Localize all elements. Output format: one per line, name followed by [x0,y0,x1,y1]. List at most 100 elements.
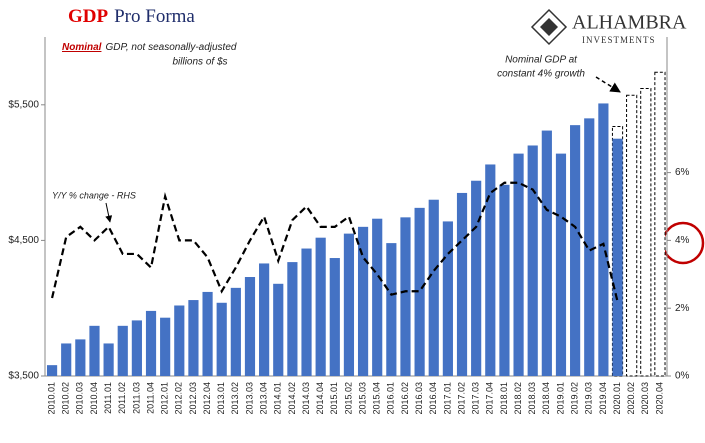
title-rest: Pro Forma [114,6,195,27]
bar [230,287,241,376]
x-tick-label: 2015.04 [372,382,382,415]
x-tick-label: 2016.02 [400,382,410,415]
bar [301,248,312,376]
bar [400,217,411,376]
bar [555,153,567,376]
logo: ALHAMBRA INVESTMENTS [530,8,687,45]
subtitle-units: billions of $s [172,57,227,68]
bar [442,221,453,376]
bar [244,277,256,376]
bar [386,243,397,376]
bar [570,125,581,376]
x-tick-label: 2013.03 [244,382,254,415]
title-highlight: GDP [68,6,109,27]
x-tick-label: 2012.01 [160,382,170,415]
annotation: Y/Y % change - RHS [52,190,136,200]
bar [584,118,595,377]
x-tick-label: 2018.02 [513,382,523,415]
x-tick-label: 2020.04 [654,382,664,415]
yoy-line [50,181,619,302]
x-tick-label: 2015.03 [357,382,367,415]
bar [499,184,510,376]
x-tick-label: 2016.01 [386,382,396,415]
x-tick-label: 2016.03 [414,382,424,415]
bar [216,302,227,376]
annotation-arrow [595,76,621,93]
annotation-arrow [105,202,113,223]
subtitle: Nominal GDP, not seasonally-adjusted [62,42,237,53]
x-tick-label: 2012.02 [174,382,184,415]
x-tick-label: 2011.03 [131,382,141,414]
bar [287,262,298,376]
x-tick-label: 2020.03 [640,382,650,415]
x-tick-label: 2017.04 [485,382,495,415]
x-tick-label: 2014.04 [315,382,325,415]
x-tick-label: 2013.04 [258,382,268,415]
x-tick-label: 2010.01 [46,382,56,415]
projection-bar [626,94,638,377]
x-tick-label: 2010.03 [75,382,85,415]
bar [46,365,58,376]
annotation: constant 4% growth [497,69,585,80]
bar [188,300,199,376]
bar [343,233,355,376]
annotation: Nominal GDP at [505,55,578,66]
bar [174,305,185,376]
bar [541,130,552,376]
x-tick-label: 2011.01 [103,382,113,414]
x-tick-label: 2013.02 [230,382,240,415]
projection-bar [640,88,652,377]
x-tick-label: 2012.03 [188,382,198,415]
y-tick-label: $5,500 [8,99,39,110]
bar [357,226,369,376]
x-tick-label: 2019.04 [598,382,608,415]
logo-name: ALHAMBRA [572,12,687,34]
subtitle-highlight: Nominal [62,42,102,53]
logo-sub: INVESTMENTS [582,35,656,45]
bar [329,258,340,376]
x-tick-label: 2017.01 [442,382,452,415]
x-tick-label: 2017.02 [456,382,466,415]
bar [513,153,524,376]
bar [612,138,623,376]
projection-bar [654,71,666,377]
bar [75,339,86,376]
bar [428,199,439,376]
x-tick-label: 2010.04 [89,382,99,415]
bar [372,218,383,376]
x-tick-label: 2014.01 [273,382,283,415]
x-tick-label: 2020.01 [612,382,622,415]
x-tick-label: 2015.02 [343,382,353,415]
x-tick-label: 2014.02 [287,382,297,415]
y2-tick-label: 2% [675,303,690,314]
bar [103,343,114,376]
x-tick-label: 2010.02 [61,382,71,415]
x-tick-label: 2016.04 [428,382,438,415]
bar [414,207,425,376]
bar [485,164,496,376]
y-tick-label: $4,500 [8,235,39,246]
bar [131,320,142,376]
bar [456,192,468,376]
bar [117,325,128,376]
x-tick-label: 2011.04 [145,382,155,414]
chart-title: GDP Pro Forma [68,6,195,27]
y2-tick-label: 4% [675,235,690,246]
bar [315,237,326,376]
y2-tick-label: 6% [675,167,690,178]
bar [202,291,213,376]
bar [160,317,171,376]
x-tick-label: 2013.01 [216,382,226,415]
bar [471,180,482,376]
x-tick-label: 2017.03 [471,382,481,415]
x-tick-label: 2018.03 [527,382,537,415]
y-tick-label: $3,500 [8,371,39,382]
subtitle-rest: GDP, not seasonally-adjusted [105,42,236,53]
x-tick-label: 2012.04 [202,382,212,415]
bar [61,343,72,376]
x-tick-label: 2014.03 [301,382,311,415]
x-tick-label: 2020.02 [626,382,636,415]
x-tick-label: 2018.04 [541,382,551,415]
bar [259,263,270,376]
